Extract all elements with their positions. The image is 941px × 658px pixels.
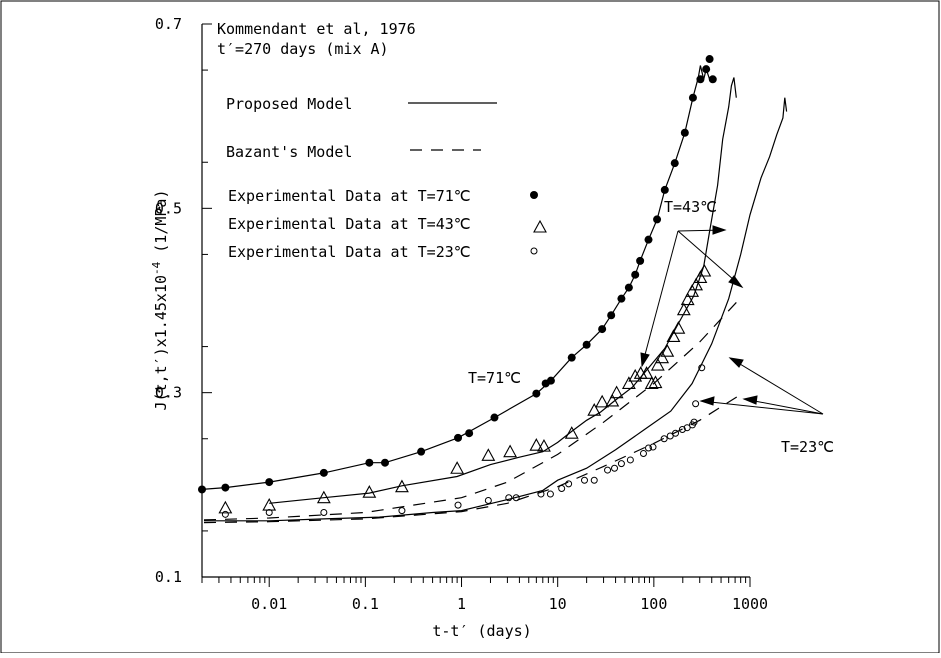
x-tick-label: 0.1 xyxy=(352,595,379,613)
data-point-23c xyxy=(617,460,625,468)
data-point-43c xyxy=(650,357,665,371)
legend-open-triangle-marker xyxy=(533,219,547,233)
x-tick-label: 10 xyxy=(549,595,567,613)
proposed-model-curve xyxy=(201,65,713,490)
data-point-43c xyxy=(595,394,610,408)
legend: Proposed Model Bazant's Model Experiment… xyxy=(226,95,547,261)
data-point-23c xyxy=(590,476,598,484)
data-point-43c xyxy=(529,438,544,451)
data-point-23c xyxy=(604,466,612,474)
data-point-23c xyxy=(683,424,691,432)
annotation-t23: T=23℃ xyxy=(781,438,834,456)
data-point-71c xyxy=(198,485,206,494)
data-point-43c xyxy=(655,350,670,364)
chart-title-line-2: t′=270 days (mix A) xyxy=(217,40,389,58)
legend-filled-circle-marker xyxy=(530,191,538,199)
data-point-23c xyxy=(666,432,674,440)
y-axis-title: J(t,t′)x1.45x10-4 (1/MPa) xyxy=(150,190,170,411)
annotation-t71: T=71℃ xyxy=(468,369,521,387)
data-point-43c xyxy=(693,270,708,284)
data-point-23c xyxy=(611,464,619,472)
data-point-23c xyxy=(454,501,462,509)
data-point-43c xyxy=(660,344,675,357)
data-point-23c xyxy=(320,508,328,516)
proposed-model-curve xyxy=(204,97,788,522)
data-point-23c xyxy=(546,490,554,498)
data-point-23c xyxy=(398,507,406,515)
data-point-23c xyxy=(626,456,634,464)
data-point-43c xyxy=(697,263,712,277)
data-point-43c xyxy=(639,366,654,379)
legend-label-data-43c: Experimental Data at T=43℃ xyxy=(228,215,471,233)
annotation-arrows-t43 xyxy=(640,225,744,368)
legend-label-bazant-model: Bazant's Model xyxy=(226,143,352,161)
series-proposed-model-t-43 xyxy=(269,77,737,504)
x-axis-title: t-t′ (days) xyxy=(432,622,531,640)
data-point-71c xyxy=(705,55,714,64)
data-point-43c xyxy=(621,376,636,390)
data-point-43c xyxy=(362,485,377,498)
data-point-23c xyxy=(672,429,680,437)
y-tick-label: 0.1 xyxy=(155,568,182,586)
x-tick-label: 1 xyxy=(457,595,466,613)
data-point-43c xyxy=(218,500,233,514)
x-tick-label: 1000 xyxy=(732,595,768,613)
x-tick-label: 100 xyxy=(640,595,667,613)
legend-open-circle-marker xyxy=(530,247,538,255)
data-point-71c xyxy=(465,429,474,438)
series-bazant-s-model-t-43 xyxy=(203,297,742,521)
data-point-43c xyxy=(609,385,624,399)
data-point-43c xyxy=(450,461,465,474)
data-point-23c xyxy=(639,449,647,457)
data-point-23c xyxy=(645,444,653,452)
data-point-23c xyxy=(505,494,513,502)
data-point-23c xyxy=(649,443,657,451)
legend-label-data-71c: Experimental Data at T=71℃ xyxy=(228,187,471,205)
data-point-23c xyxy=(678,426,686,434)
data-point-23c xyxy=(580,476,588,484)
legend-label-proposed-model: Proposed Model xyxy=(226,95,352,113)
data-point-43c xyxy=(481,448,496,461)
y-tick-label: 0.7 xyxy=(155,15,182,33)
proposed-model-curve xyxy=(269,77,737,504)
bazant-model-curve xyxy=(203,297,742,521)
bazant-model-curve xyxy=(203,393,742,524)
data-point-43c xyxy=(262,497,277,511)
x-tick-label: 0.01 xyxy=(251,595,287,613)
data-point-23c xyxy=(692,400,700,408)
annotation-t43: T=43℃ xyxy=(664,198,717,216)
series-proposed-model-t-23 xyxy=(204,97,788,522)
legend-label-data-23c: Experimental Data at T=23℃ xyxy=(228,243,471,261)
data-point-43c xyxy=(671,321,686,334)
series-bazant-s-model-t-23 xyxy=(203,393,742,524)
data-point-23c xyxy=(484,497,492,505)
data-point-23c xyxy=(265,508,273,516)
y-tick-label: 0.3 xyxy=(155,384,182,402)
data-point-43c xyxy=(628,368,643,382)
axes: 0.1 0.3 0.5 0.7 0.01 0.1 1 10 100 1000 t-t′ (days)… xyxy=(150,15,768,640)
annotation-arrows-t23 xyxy=(699,357,824,415)
data-point-23c xyxy=(565,480,573,488)
series-layer xyxy=(198,55,788,524)
chart-title-line-1: Kommendant et al, 1976 xyxy=(217,20,416,38)
data-point-43c xyxy=(680,292,695,306)
data-point-43c xyxy=(648,375,663,389)
data-point-43c xyxy=(666,329,681,342)
series-proposed-model-t-71 xyxy=(201,65,713,490)
y-tick-label: 0.5 xyxy=(155,199,182,217)
data-point-23c xyxy=(660,435,668,443)
data-point-43c xyxy=(564,426,579,439)
data-point-23c xyxy=(221,510,229,518)
data-point-43c xyxy=(503,444,518,458)
